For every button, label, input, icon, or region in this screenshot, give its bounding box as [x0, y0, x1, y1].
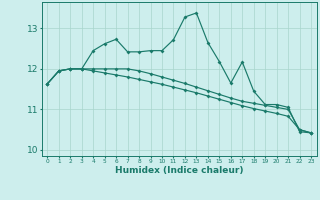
- X-axis label: Humidex (Indice chaleur): Humidex (Indice chaleur): [115, 166, 244, 175]
